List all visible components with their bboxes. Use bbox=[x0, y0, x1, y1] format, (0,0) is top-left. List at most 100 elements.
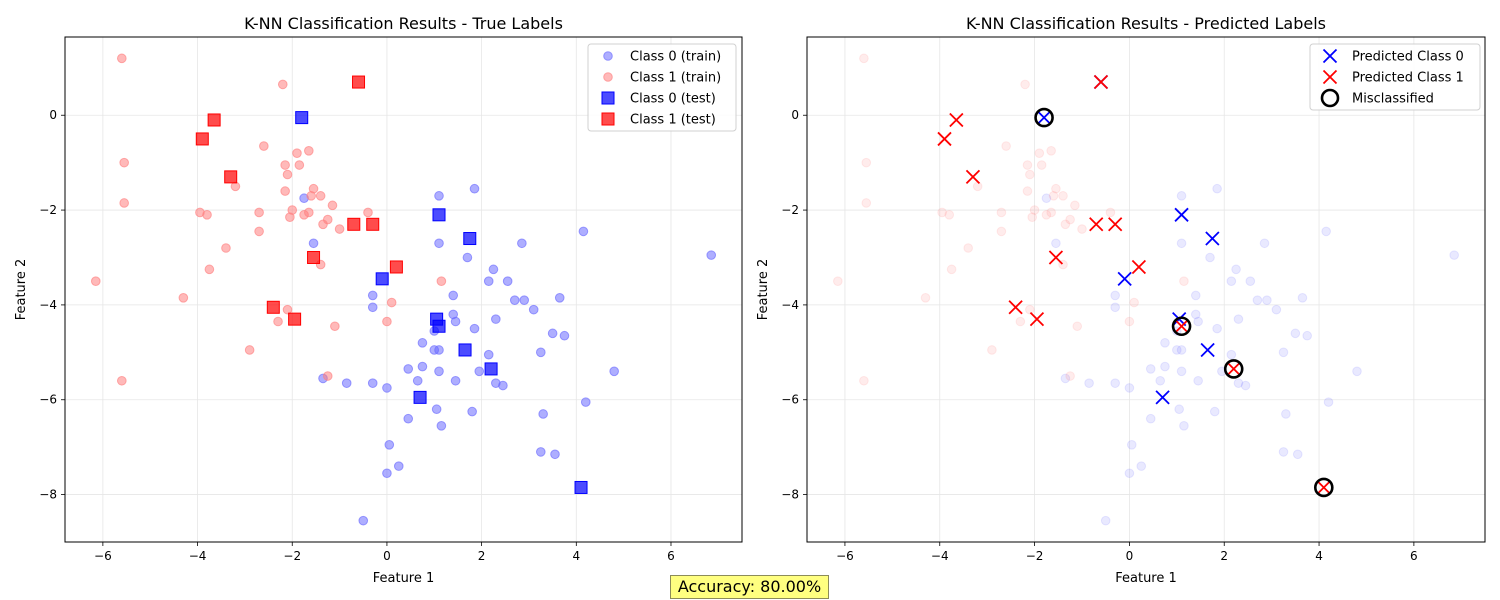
data-point bbox=[1093, 74, 1109, 90]
data-point bbox=[1233, 314, 1244, 324]
data-point bbox=[833, 276, 843, 287]
data-point bbox=[204, 264, 215, 275]
data-point bbox=[1065, 214, 1075, 225]
data-point bbox=[1155, 390, 1170, 405]
data-point bbox=[299, 210, 309, 220]
x-tick-label: 0 bbox=[1126, 549, 1134, 563]
data-point bbox=[436, 421, 447, 431]
data-point bbox=[550, 449, 560, 460]
data-point bbox=[1209, 406, 1220, 417]
data-point bbox=[1302, 330, 1313, 341]
data-point bbox=[1131, 259, 1147, 275]
data-point bbox=[1176, 191, 1187, 201]
data-point bbox=[1449, 250, 1459, 260]
data-point bbox=[1117, 271, 1132, 286]
data-point bbox=[937, 131, 952, 147]
data-point bbox=[288, 312, 302, 326]
data-point bbox=[382, 468, 392, 479]
chart-panel-1: −6 −4 −2 0 2 4 6 0 −2 −4 −6 −8 K-NN Classification R… bbox=[14, 14, 743, 586]
data-point bbox=[280, 186, 290, 196]
data-point bbox=[259, 141, 269, 151]
chart-panel-2: −6 −4 −2 0 2 4 6 0 −2 −4 −6 −8 K-NN Classification R… bbox=[756, 14, 1486, 586]
data-point bbox=[1015, 316, 1026, 327]
data-point bbox=[535, 447, 546, 457]
data-point bbox=[266, 300, 280, 314]
data-point bbox=[1212, 323, 1222, 334]
data-point bbox=[1124, 316, 1135, 327]
legend-label: Misclassified bbox=[1352, 92, 1434, 107]
data-point bbox=[436, 276, 447, 287]
data-point bbox=[1077, 224, 1087, 234]
data-point bbox=[1281, 409, 1291, 419]
data-point bbox=[341, 378, 352, 388]
data-point bbox=[1176, 345, 1187, 355]
data-point bbox=[334, 224, 345, 234]
data-point bbox=[1041, 193, 1052, 204]
data-point bbox=[389, 260, 403, 274]
data-point bbox=[202, 210, 212, 220]
data-point bbox=[488, 264, 499, 275]
data-point bbox=[1231, 264, 1241, 275]
data-point bbox=[432, 319, 446, 333]
data-point bbox=[1022, 160, 1033, 170]
data-point bbox=[277, 79, 288, 90]
data-point bbox=[1323, 397, 1334, 407]
data-point bbox=[1100, 515, 1111, 526]
data-point bbox=[1193, 375, 1203, 386]
data-point bbox=[322, 371, 333, 381]
data-point bbox=[1179, 421, 1189, 431]
data-point bbox=[972, 181, 983, 192]
chart-title: K-NN Classification Results - True Label… bbox=[244, 14, 563, 33]
data-point bbox=[307, 250, 321, 264]
data-point bbox=[578, 226, 589, 237]
data-point bbox=[1058, 191, 1068, 201]
legend-label: Predicted Class 1 bbox=[1352, 71, 1464, 86]
legend-marker bbox=[1320, 88, 1340, 108]
y-axis-label: Feature 2 bbox=[14, 259, 29, 321]
data-point bbox=[1292, 449, 1303, 460]
data-point bbox=[1048, 191, 1059, 201]
data-point bbox=[306, 191, 316, 201]
data-point bbox=[1205, 231, 1220, 246]
data-point bbox=[1271, 304, 1282, 315]
misclassified-marker bbox=[1223, 359, 1244, 379]
data-point bbox=[1126, 439, 1137, 450]
data-point bbox=[463, 232, 477, 246]
y-tick-label: −8 bbox=[781, 488, 799, 502]
data-point bbox=[1190, 309, 1201, 320]
data-point bbox=[483, 349, 494, 360]
legend-marker bbox=[601, 112, 615, 126]
data-point bbox=[1022, 186, 1033, 196]
data-point bbox=[1200, 342, 1215, 358]
series-misclassified bbox=[1034, 107, 1334, 498]
data-point bbox=[1110, 378, 1120, 388]
data-point bbox=[119, 157, 129, 168]
data-point bbox=[367, 302, 378, 313]
plot-frame bbox=[806, 36, 1486, 543]
plot-frame bbox=[64, 36, 743, 543]
legend-marker bbox=[1322, 48, 1338, 64]
data-point bbox=[1240, 380, 1251, 391]
data-point bbox=[484, 362, 498, 376]
data-point bbox=[996, 226, 1007, 237]
data-point bbox=[1036, 160, 1047, 170]
data-point bbox=[1160, 338, 1170, 348]
data-point bbox=[996, 207, 1007, 218]
data-point bbox=[1259, 238, 1270, 249]
data-point bbox=[450, 375, 461, 386]
data-point bbox=[367, 290, 378, 301]
data-point bbox=[393, 461, 404, 471]
data-point bbox=[1278, 347, 1289, 358]
data-point bbox=[1065, 371, 1075, 381]
data-point bbox=[304, 146, 314, 156]
data-point bbox=[1129, 297, 1139, 308]
data-point bbox=[1089, 217, 1104, 232]
data-point bbox=[119, 198, 129, 208]
x-tick-label: −2 bbox=[283, 549, 301, 563]
data-point bbox=[382, 383, 392, 393]
data-point bbox=[963, 243, 974, 253]
y-tick-label: −6 bbox=[39, 393, 57, 407]
data-point bbox=[554, 292, 565, 303]
data-point bbox=[403, 364, 414, 374]
data-point bbox=[1124, 383, 1135, 393]
